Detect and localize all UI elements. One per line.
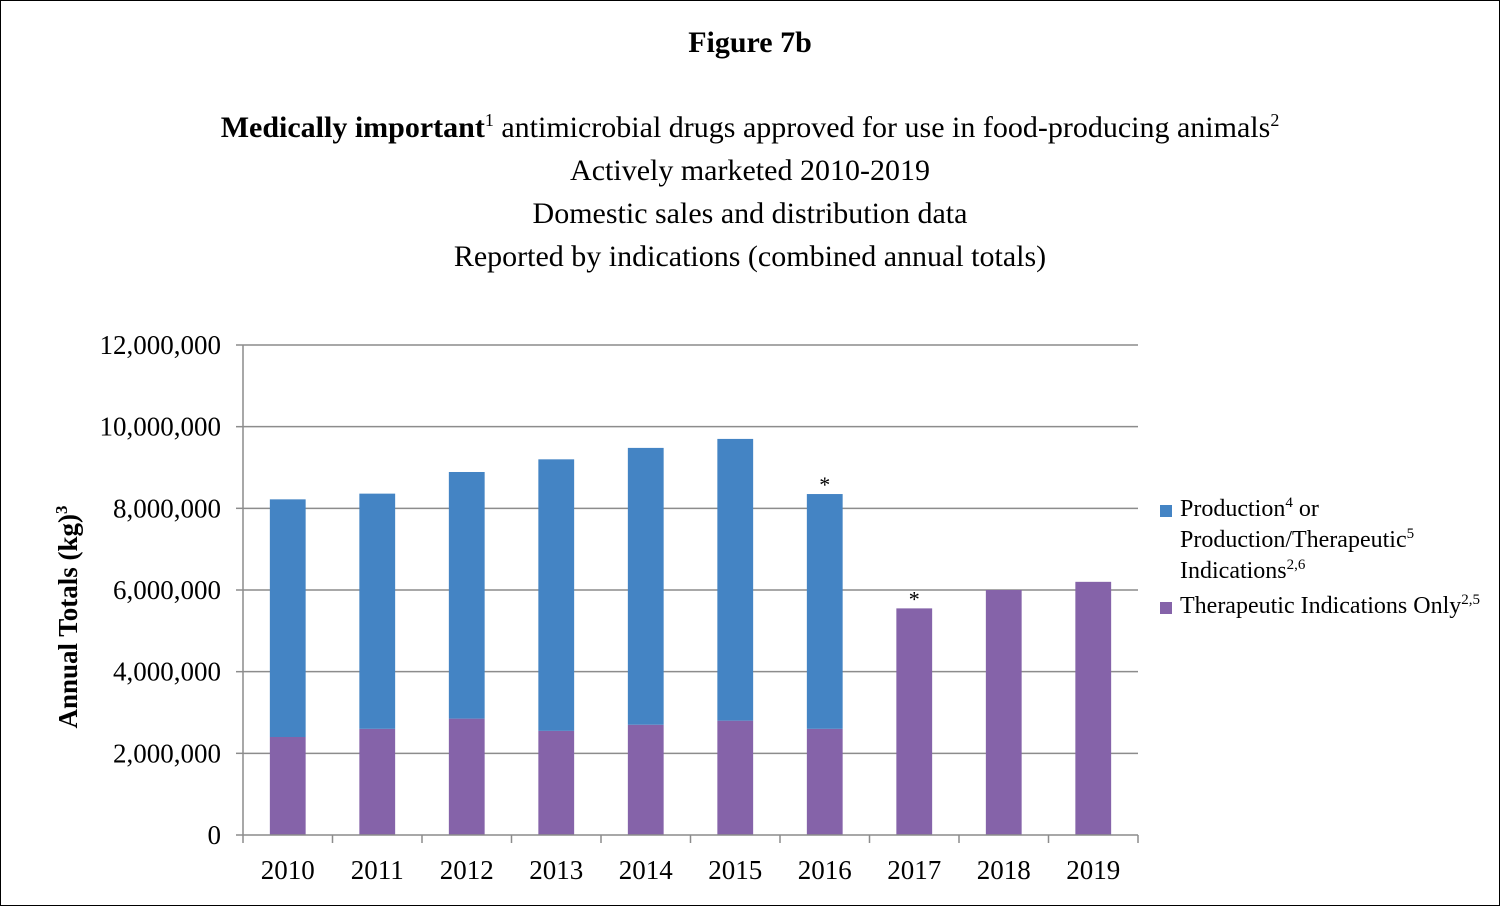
legend-item-production: Production4 or Production/Therapeutic5 I…: [1160, 494, 1490, 587]
title-rest: antimicrobial drugs approved for use in …: [493, 111, 1271, 144]
bar-production-2013: [538, 459, 575, 731]
legend-swatch-production: [1160, 505, 1172, 517]
y-tick-label: 8,000,000: [113, 493, 221, 523]
bar-annotation: *: [909, 586, 920, 611]
y-axis-label: Annual Totals (kg)3: [52, 505, 83, 728]
bar-production-2012: [448, 471, 485, 719]
x-tick-label: 2018: [977, 855, 1031, 885]
bar-therapeutic-2011: [359, 728, 396, 835]
bar-production-2016: [806, 494, 843, 729]
bar-production-2010: [269, 499, 306, 737]
bar-therapeutic-2016: [806, 728, 843, 835]
legend-label-therapeutic: Therapeutic Indications Only2,5: [1180, 592, 1480, 620]
y-tick-labels: 0 2,000,000 4,000,000 6,000,000 8,000,000 10,…: [100, 330, 222, 850]
y-tick-label: 6,000,000: [113, 575, 221, 605]
title-bold: Medically important: [220, 111, 485, 144]
axes: [236, 344, 1139, 843]
x-tick-label: 2011: [351, 855, 404, 885]
x-tick-label: 2015: [708, 855, 762, 885]
bar-therapeutic-2010: [269, 737, 306, 835]
legend-item-therapeutic: Therapeutic Indications Only2,5: [1160, 591, 1490, 622]
bar-therapeutic-2014: [627, 724, 664, 835]
y-tick-label: 12,000,000: [100, 330, 222, 360]
subtitle-2: Domestic sales and distribution data: [532, 197, 968, 230]
subtitle-3: Reported by indications (combined annual…: [453, 240, 1047, 273]
bar-production-2014: [627, 447, 664, 725]
y-tick-label: 2,000,000: [113, 738, 221, 768]
figure-label: Figure 7b: [688, 26, 812, 59]
x-tick-label: 2010: [261, 855, 315, 885]
bars: [269, 438, 1112, 835]
y-tick-label: 4,000,000: [113, 657, 221, 687]
title-footnote-1: 1: [484, 110, 494, 130]
x-tick-label: 2012: [440, 855, 494, 885]
bar-production-2011: [359, 493, 396, 729]
bar-therapeutic-2017: [896, 608, 933, 835]
annotations: **: [819, 472, 920, 611]
subtitle-1: Actively marketed 2010-2019: [570, 154, 930, 187]
x-tick-label: 2013: [529, 855, 583, 885]
chart-title: Medically important1 antimicrobial drugs…: [0, 106, 1500, 149]
bar-annotation: *: [819, 472, 830, 497]
bar-therapeutic-2015: [717, 720, 754, 835]
bar-therapeutic-2018: [985, 590, 1022, 835]
bar-production-2015: [717, 438, 754, 721]
x-tick-label: 2016: [798, 855, 852, 885]
chart-titles: Medically important1 antimicrobial drugs…: [0, 106, 1500, 278]
legend-label-production: Production4 or Production/Therapeutic5 I…: [1180, 495, 1415, 585]
bar-therapeutic-2013: [538, 730, 575, 835]
y-tick-label: 10,000,000: [100, 412, 222, 442]
y-tick-label: 0: [208, 820, 222, 850]
legend-swatch-therapeutic: [1160, 602, 1172, 614]
bar-therapeutic-2012: [448, 718, 485, 835]
x-tick-labels: 2010 2011 2012 2013 2014 2015 2016 2017 2018 2019: [261, 855, 1121, 885]
x-tick-label: 2014: [619, 855, 674, 885]
x-tick-label: 2019: [1066, 855, 1120, 885]
y-axis-label-sup: 3: [52, 505, 71, 514]
legend: Production4 or Production/Therapeutic5 I…: [1160, 494, 1490, 626]
title-footnote-2: 2: [1270, 110, 1280, 130]
bar-therapeutic-2019: [1075, 581, 1112, 835]
y-axis-label-text: Annual Totals (kg): [53, 514, 83, 729]
x-tick-label: 2017: [887, 855, 941, 885]
